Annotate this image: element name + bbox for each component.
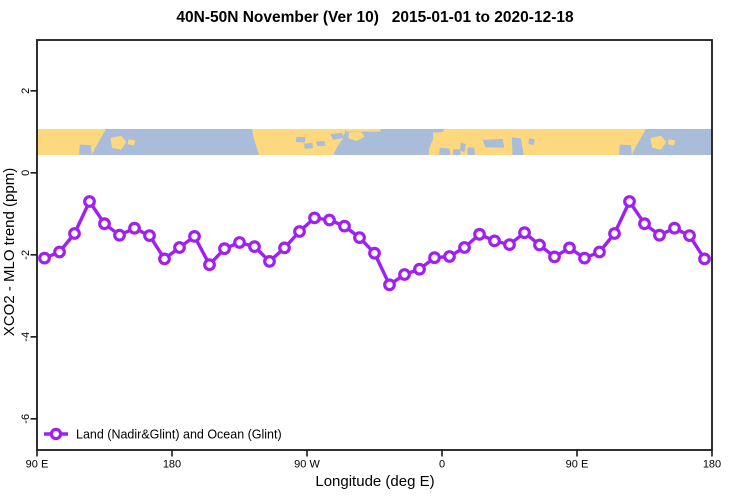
data-point-marker xyxy=(623,195,636,208)
data-point-marker xyxy=(98,217,111,231)
plot-box xyxy=(36,39,713,451)
data-point-marker xyxy=(323,213,336,227)
land-hokkaido xyxy=(110,135,127,150)
y-axis: 2 0 -2 -4 -6 xyxy=(20,88,37,424)
land-hokkaido-wrap xyxy=(650,135,667,150)
legend: Land (Nadir&Glint) and Ocean (Glint) xyxy=(44,428,282,442)
data-series xyxy=(38,195,711,292)
water-sea-of-japan xyxy=(79,144,92,155)
y-tick-label: 0 xyxy=(20,170,32,176)
data-point-marker xyxy=(533,238,546,252)
data-point-marker xyxy=(578,251,591,265)
data-point-marker xyxy=(278,241,291,255)
x-tick-label: 90 W xyxy=(294,459,320,471)
data-point-marker xyxy=(173,241,186,254)
data-point-marker xyxy=(158,252,171,266)
water-english-channel xyxy=(432,129,445,133)
data-point-marker xyxy=(548,250,561,264)
data-point-marker xyxy=(473,227,486,241)
water-tyrrhenian-sea xyxy=(452,149,461,155)
data-point-marker xyxy=(128,221,141,235)
water-gulf-st-lawrence xyxy=(330,132,345,140)
water-black-sea xyxy=(482,138,505,148)
data-point-marker xyxy=(368,246,381,260)
data-point-marker xyxy=(113,228,126,242)
y-tick-label: -2 xyxy=(20,250,32,260)
data-point-marker xyxy=(683,229,696,243)
data-point-marker xyxy=(203,258,216,272)
land-newfoundland xyxy=(348,131,365,141)
data-point-marker xyxy=(503,238,516,252)
data-point-marker xyxy=(293,225,306,238)
water-lake-huron-michigan xyxy=(304,143,313,149)
y-tick-label: 2 xyxy=(20,88,32,94)
x-tick-label: 90 E xyxy=(26,459,49,471)
legend-label: Land (Nadir&Glint) and Ocean (Glint) xyxy=(76,428,282,442)
data-point-marker xyxy=(458,241,471,254)
data-point-marker xyxy=(698,252,711,266)
data-point-marker xyxy=(248,240,261,254)
x-tick-label: 90 E xyxy=(566,459,589,471)
land-eurasia xyxy=(428,129,646,155)
legend-marker-icon xyxy=(49,427,63,441)
water-sea-of-japan-wrap xyxy=(619,144,632,155)
data-point-marker xyxy=(398,268,411,281)
data-point-marker xyxy=(413,262,426,276)
data-point-marker xyxy=(443,250,456,263)
water-lake-superior xyxy=(295,136,306,143)
x-tick-label: 180 xyxy=(703,459,721,471)
y-tick-label: -6 xyxy=(20,414,32,424)
water-aral-sea xyxy=(528,138,535,146)
chart-title: 40N-50N November (Ver 10) 2015-01-01 to … xyxy=(176,9,574,26)
data-point-marker xyxy=(593,245,606,259)
data-point-marker xyxy=(488,234,501,248)
data-point-marker xyxy=(53,245,66,259)
water-lake-erie-ontario xyxy=(316,141,326,147)
data-point-marker xyxy=(233,236,246,249)
data-point-marker xyxy=(428,251,441,265)
map-strip xyxy=(37,129,712,155)
x-tick-label: 180 xyxy=(163,459,181,471)
data-point-marker xyxy=(653,228,666,242)
data-point-marker xyxy=(338,219,351,233)
series-line xyxy=(42,199,707,287)
data-point-marker xyxy=(263,255,276,268)
data-point-marker xyxy=(518,226,531,240)
data-point-marker xyxy=(83,195,96,208)
land-sakhalin xyxy=(127,139,136,146)
data-point-marker xyxy=(353,231,366,245)
data-point-marker xyxy=(608,227,621,240)
water-adriatic-sea xyxy=(460,142,466,153)
y-axis-title: XCO2 - MLO trend (ppm) xyxy=(1,168,18,336)
data-point-marker xyxy=(563,241,576,255)
water-aegean-sea xyxy=(467,147,475,155)
water-west-mediterranean xyxy=(439,147,451,155)
land-labrador-coast xyxy=(346,129,381,132)
x-tick-label: 0 xyxy=(439,459,445,471)
data-point-marker xyxy=(308,211,321,225)
data-point-marker xyxy=(383,278,396,292)
land-sakhalin-wrap xyxy=(667,139,676,146)
x-axis-title: Longitude (deg E) xyxy=(315,473,434,490)
data-point-marker xyxy=(188,229,201,243)
data-point-marker xyxy=(638,217,651,231)
y-tick-label: -4 xyxy=(20,332,32,342)
data-point-marker xyxy=(218,242,231,256)
data-point-marker xyxy=(68,227,81,240)
data-point-marker xyxy=(38,251,51,265)
x-axis: 90 E 180 90 W 0 90 E 180 xyxy=(26,450,721,471)
water-caspian-sea xyxy=(511,137,524,155)
data-point-marker xyxy=(143,229,156,243)
data-point-marker xyxy=(668,221,681,235)
